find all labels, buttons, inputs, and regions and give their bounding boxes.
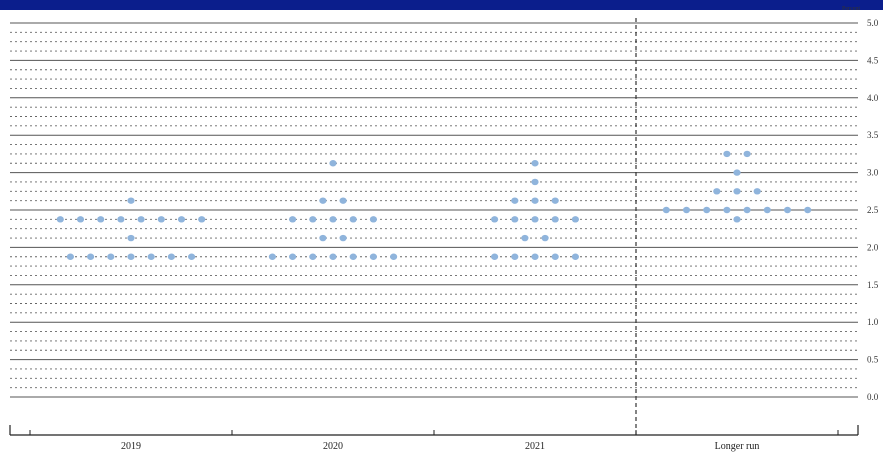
dot	[551, 253, 559, 260]
dot	[349, 253, 357, 260]
dot	[531, 160, 539, 167]
y-tick-label: 1.5	[867, 280, 879, 290]
y-tick-label: 2.0	[867, 242, 879, 252]
dot	[531, 216, 539, 223]
dot	[289, 253, 297, 260]
dot	[309, 253, 317, 260]
dot	[127, 234, 135, 242]
dot	[733, 188, 741, 195]
dot	[157, 216, 165, 223]
dot	[743, 150, 751, 158]
y-tick-labels: 0.0 0.5 1.0 1.5 2.0 2.5 3.0 3.5 4.0 4.5 5.0	[867, 18, 879, 402]
dot	[329, 216, 337, 223]
dot	[97, 216, 105, 223]
dot	[531, 197, 539, 204]
dot	[117, 216, 125, 223]
dot	[369, 253, 377, 260]
dot	[713, 188, 721, 195]
dot	[56, 216, 64, 223]
dot	[723, 206, 731, 214]
dot	[531, 253, 539, 260]
dot	[541, 234, 549, 242]
y-tick-label: 4.0	[867, 93, 879, 103]
dot	[349, 216, 357, 223]
y-tick-label: 4.5	[867, 55, 879, 65]
dot	[511, 253, 519, 260]
y-tick-label: 0.5	[867, 355, 879, 365]
y-tick-label: 5.0	[867, 18, 879, 28]
dot	[127, 197, 135, 204]
dot	[369, 216, 377, 223]
dot	[319, 234, 327, 242]
dot	[268, 253, 276, 260]
dot	[491, 253, 499, 260]
dots	[56, 150, 812, 260]
x-category-label: 2021	[525, 441, 545, 452]
dot	[783, 206, 792, 214]
x-category-label: 2020	[323, 441, 343, 452]
dot	[491, 216, 499, 223]
dot	[682, 206, 691, 214]
dot	[87, 253, 95, 260]
dot	[743, 206, 751, 214]
dot	[733, 169, 741, 176]
dot	[804, 206, 812, 214]
grid-lines	[10, 22, 858, 398]
dot	[339, 234, 347, 242]
top-banner	[0, 0, 883, 10]
dot	[521, 234, 529, 242]
dot	[733, 216, 741, 223]
x-category-label: Longer run	[715, 441, 760, 452]
y-tick-label: 3.5	[867, 130, 879, 140]
dot	[531, 178, 539, 186]
dot	[339, 197, 347, 204]
dot	[753, 188, 761, 195]
dot	[329, 253, 337, 260]
unit-label: Percent	[842, 6, 860, 12]
dot	[289, 216, 297, 223]
dot	[177, 216, 186, 223]
dot	[551, 216, 559, 223]
dot	[198, 216, 206, 223]
dot	[107, 253, 115, 260]
dot	[763, 206, 771, 214]
y-tick-label: 2.5	[867, 205, 879, 215]
dot	[137, 216, 145, 223]
dot	[511, 197, 519, 204]
dot	[329, 160, 337, 167]
dot	[703, 206, 711, 214]
dot	[147, 253, 155, 260]
dot	[551, 197, 559, 204]
y-tick-label: 1.0	[867, 317, 879, 327]
dot	[319, 197, 327, 204]
dot	[571, 253, 580, 260]
dot	[127, 253, 135, 260]
x-category-label: 2019	[121, 441, 141, 452]
dot	[309, 216, 317, 223]
dot	[662, 206, 670, 214]
y-tick-label: 3.0	[867, 168, 879, 178]
dot	[167, 253, 175, 260]
dot	[723, 150, 731, 158]
dot	[390, 253, 398, 260]
dot	[188, 253, 196, 260]
dot	[571, 216, 580, 223]
dot	[76, 216, 85, 223]
dot	[511, 216, 519, 223]
x-axis: 2019 2020 2021 Longer run	[9, 425, 859, 452]
dot	[66, 253, 74, 260]
y-tick-label: 0.0	[867, 392, 879, 402]
